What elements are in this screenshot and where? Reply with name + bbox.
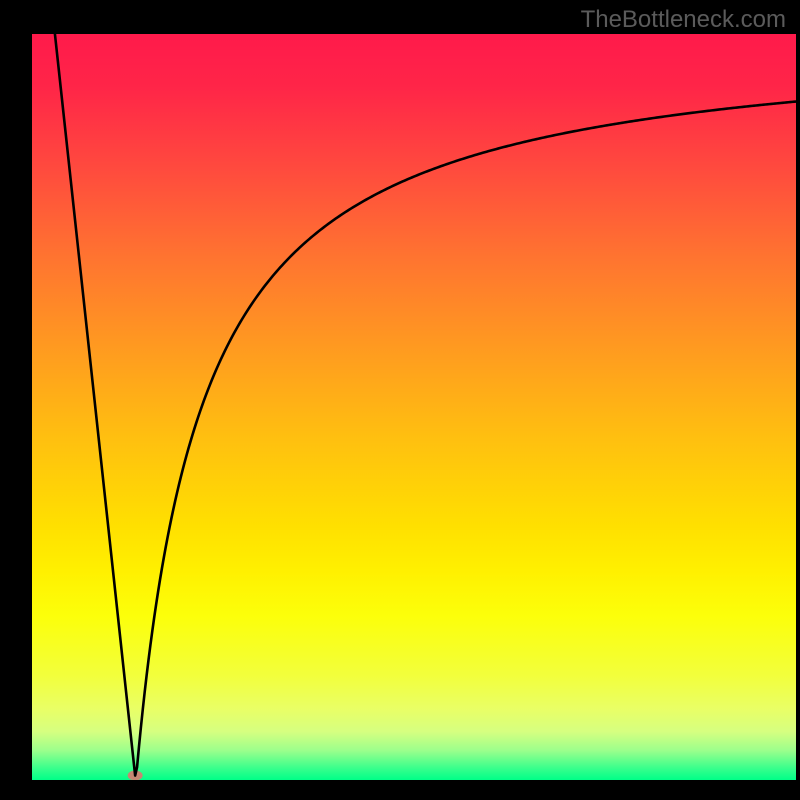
curve-layer: [32, 34, 796, 780]
plot-area: [32, 34, 796, 780]
chart-container: TheBottleneck.com: [0, 0, 800, 800]
bottleneck-curve: [55, 34, 796, 776]
watermark-text: TheBottleneck.com: [581, 6, 786, 34]
